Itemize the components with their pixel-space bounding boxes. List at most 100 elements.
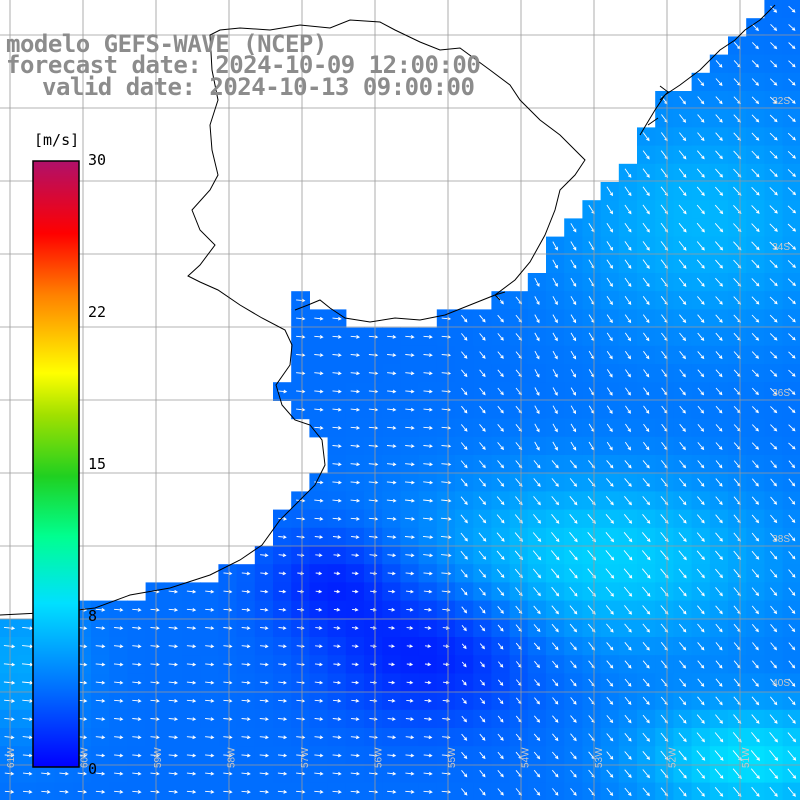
wind-arrow [332,462,342,467]
wind-arrow [260,571,269,576]
wind-arrow [479,715,486,723]
wind-arrow [751,424,759,432]
wind-arrow [697,351,705,360]
wind-arrow [388,626,396,630]
wind-arrow [351,717,360,721]
wind-arrow [678,496,687,506]
wind-arrow [41,771,51,776]
wind-arrow [642,751,650,761]
wind-arrow [350,371,361,376]
wind-arrow [552,441,558,451]
wind-arrow [606,642,614,651]
wind-arrow [769,241,778,251]
wind-arrow [95,680,106,685]
wind-arrow [405,371,415,376]
wind-arrow [678,532,687,543]
wind-arrow [168,753,179,758]
wind-speed-cell [782,673,800,693]
wind-arrow [4,717,15,721]
wind-arrow [697,642,705,651]
wind-arrow [22,717,34,722]
wind-arrow [260,553,269,558]
wind-arrow [534,679,541,687]
wind-arrow [679,678,687,687]
wind-arrow [223,571,233,576]
wind-arrow [552,679,559,687]
wind-arrow [534,277,540,287]
wind-arrow [150,699,160,703]
wind-arrow [4,699,16,703]
wind-arrow [550,550,560,561]
wind-arrow [405,553,415,558]
wind-arrow [205,644,215,649]
wind-arrow [751,387,759,396]
wind-arrow [533,788,541,796]
wind-arrow [95,626,106,630]
wind-arrow [424,698,432,703]
wind-arrow [788,551,796,560]
wind-arrow [624,259,632,269]
wind-arrow [606,751,614,760]
wind-arrow [788,96,796,104]
wind-arrow [551,751,559,760]
wind-arrow [678,259,687,269]
wind-arrow [624,696,632,706]
wind-arrow [697,332,705,342]
latitude-label: 32S [772,96,790,107]
wind-arrow [259,662,269,667]
wind-arrow [751,732,760,743]
wind-arrow [497,606,504,614]
wind-arrow [696,532,705,542]
wind-arrow [606,405,613,414]
wind-arrow [641,568,651,579]
wind-arrow [423,444,433,448]
wind-arrow [715,168,724,178]
wind-arrow [624,296,632,306]
wind-arrow [569,568,578,579]
wind-arrow [241,717,251,721]
wind-arrow [497,460,505,469]
wind-arrow [715,60,723,68]
wind-speed-cell [455,782,474,800]
wind-arrow [552,277,558,287]
wind-arrow [715,642,723,651]
wind-arrow [697,460,705,469]
wind-arrow [770,5,778,13]
wind-arrow [715,132,723,141]
wind-arrow [350,480,361,485]
wind-speed-cell [782,72,800,92]
wind-arrow [751,532,760,542]
wind-arrow [4,753,15,758]
wind-arrow [770,42,778,50]
wind-arrow [678,586,687,597]
wind-arrow [387,389,397,394]
wind-arrow [642,623,651,633]
wind-arrow [296,517,306,521]
wind-arrow [696,150,705,160]
wind-arrow [606,660,614,669]
wind-arrow [769,78,778,86]
wind-speed-cell [782,382,800,401]
wind-arrow [606,387,613,396]
wind-arrow [497,369,504,378]
wind-arrow [641,550,651,561]
wind-arrow [277,389,288,394]
wind-arrow [351,553,360,558]
wind-arrow [497,314,504,323]
colorbar-tick: 0 [88,760,98,778]
wind-arrow [787,260,796,269]
wind-arrow [150,608,160,612]
wind-arrow [497,333,504,341]
wind-arrow [423,589,433,594]
wind-arrow [350,517,360,521]
wind-arrow [497,697,504,705]
wind-arrow [678,186,687,197]
wind-arrow [332,753,342,758]
wind-arrow [642,678,650,687]
wind-arrow [642,132,650,142]
wind-arrow [552,697,559,705]
wind-arrow [714,186,724,196]
wind-arrow [788,42,796,50]
wind-speed-cell [782,127,800,147]
wind-arrow [350,771,360,776]
